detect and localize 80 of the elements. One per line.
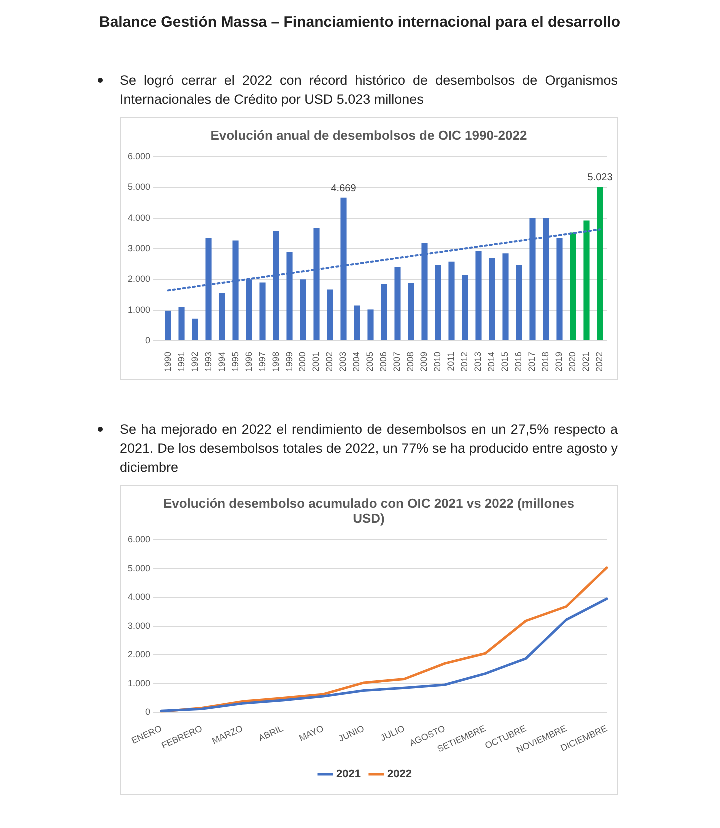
y-tick-label: 4.000 (128, 592, 151, 602)
y-tick-label: 2.000 (128, 274, 151, 284)
y-tick-label: 2.000 (128, 650, 151, 660)
text: Se ha mejorado en 2022 el rendimiento de desembolsos en un 27,5% respecto a 2021. De los desembolsos totales de 2022, un 77% se ha producido entre agosto y diciembre (120, 421, 618, 477)
bar (300, 280, 306, 340)
y-tick-label: 1.000 (128, 678, 151, 688)
x-tick-label: 2019 (554, 352, 564, 372)
bar (597, 186, 604, 340)
x-tick-label: 1995 (230, 352, 240, 372)
x-tick-label: 1996 (244, 352, 254, 372)
x-tick-label: ABRIL (257, 724, 285, 744)
x-tick-label: 2022 (594, 352, 605, 372)
bar (516, 265, 522, 340)
x-tick-label: 2004 (352, 352, 362, 372)
x-tick-label: 1997 (257, 352, 268, 372)
bar (489, 258, 496, 340)
bar (462, 275, 468, 340)
x-tick-label: 2017 (527, 352, 538, 372)
legend-label: 2021 (336, 768, 362, 781)
x-tick-label: 1992 (190, 352, 200, 372)
bar (192, 318, 198, 340)
x-tick-label: 2006 (378, 352, 389, 372)
x-tick-label: 2013 (473, 352, 484, 372)
bar (260, 282, 266, 340)
text: Balance Gestión Massa – Financiamiento internacional para el desarrollo (98, 14, 622, 31)
x-tick-label: 1999 (284, 352, 294, 372)
x-tick-label: 2008 (406, 352, 416, 372)
bar (476, 251, 482, 340)
x-tick-label: 2020 (568, 352, 578, 372)
x-tick-label: 1993 (203, 352, 214, 372)
y-tick-label: 3.000 (128, 620, 151, 631)
bar (570, 232, 576, 340)
x-tick-label: 1994 (216, 352, 227, 372)
data-label: 4.669 (331, 184, 357, 195)
y-tick-label: 5.000 (128, 182, 151, 192)
bar (502, 254, 509, 340)
x-tick-label: 2001 (311, 352, 322, 372)
x-tick-label: JULIO (379, 724, 406, 744)
x-tick-label: 2000 (298, 352, 308, 372)
x-tick-label: 2014 (486, 352, 497, 372)
x-tick-label: 2005 (365, 352, 376, 372)
x-tick-label: 2015 (500, 352, 510, 372)
y-tick-label: 0 (146, 335, 151, 346)
y-tick-label: 5.000 (128, 563, 151, 574)
x-tick-label: 2007 (392, 352, 402, 372)
bar (381, 284, 388, 340)
y-tick-label: 0 (146, 707, 151, 718)
y-tick-label: 1.000 (128, 304, 151, 315)
chart-title: Evolución anual de desembolsos de OIC 1990-2022 (210, 127, 528, 143)
x-tick-label: 2003 (338, 352, 348, 372)
x-tick-label: 2011 (446, 352, 456, 372)
bar (408, 283, 414, 340)
bar (178, 308, 185, 340)
x-tick-label: 2012 (460, 352, 470, 372)
x-tick-label: 2009 (419, 352, 430, 372)
bar (448, 262, 455, 340)
x-tick-label: 1998 (270, 352, 281, 372)
legend-label: 2022 (388, 768, 412, 781)
bar (435, 265, 442, 340)
bar (219, 293, 226, 340)
x-tick-label: 2010 (432, 352, 443, 372)
x-tick-label: 2002 (324, 352, 335, 372)
bar (584, 220, 590, 340)
bar (327, 290, 334, 340)
x-tick-label: 2016 (514, 352, 524, 372)
y-tick-label: 6.000 (128, 534, 151, 544)
bar (394, 267, 401, 340)
y-tick-label: 6.000 (128, 151, 151, 162)
x-tick-label: 2021 (581, 352, 592, 372)
x-tick-label: 1991 (176, 352, 186, 372)
bar (368, 310, 374, 340)
y-tick-label: 4.000 (128, 212, 151, 223)
data-label: 5.023 (588, 172, 614, 184)
text: Se logró cerrar el 2022 con récord histórico de desembolsos de Organismos Internacionales de Crédito por USD 5.023 millones (120, 72, 618, 109)
x-tick-label: 1990 (162, 352, 173, 372)
bar (165, 310, 172, 340)
bar (354, 306, 360, 340)
x-tick-label: 2018 (540, 352, 551, 372)
y-tick-label: 3.000 (128, 243, 151, 254)
chart-title: Evolución desembolso acumulado con OIC 2021 vs 2022 (millones USD) (162, 495, 576, 526)
